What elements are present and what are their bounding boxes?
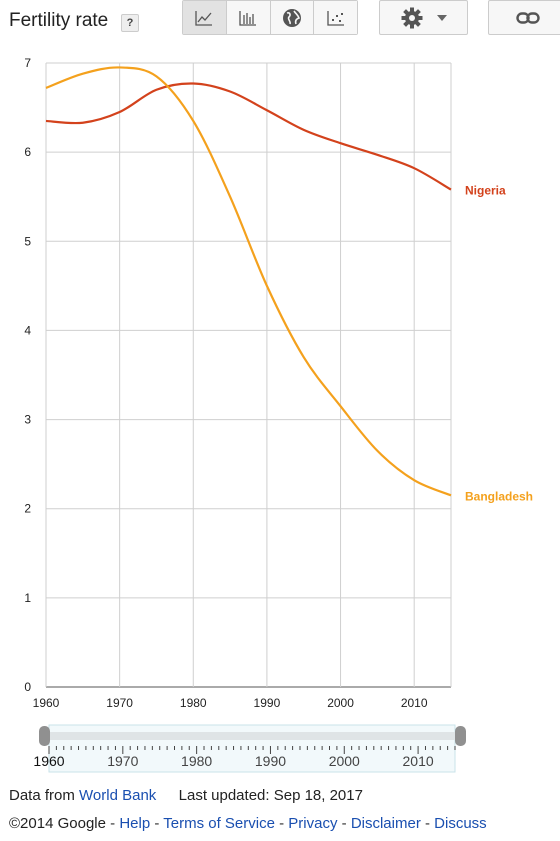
- timeline-label: 2000: [329, 753, 360, 769]
- timeline-labels: 1960 1970 1980 1990 2000 2010: [33, 753, 433, 769]
- copyright: ©2014 Google: [9, 815, 106, 832]
- series-label-bangladesh[interactable]: Bangladesh: [465, 489, 533, 503]
- world-bank-link[interactable]: World Bank: [79, 787, 157, 804]
- x-tick-label: 2010: [401, 696, 428, 710]
- series-label-nigeria[interactable]: Nigeria: [465, 184, 506, 198]
- timeline-label: 2010: [403, 753, 434, 769]
- globe-map-icon: [282, 8, 301, 27]
- x-tick-label: 2000: [327, 696, 354, 710]
- timeline-label: 1990: [255, 753, 286, 769]
- link-icon: [516, 11, 540, 24]
- line-chart-icon: [195, 10, 213, 26]
- timeline-label: 1980: [181, 753, 212, 769]
- y-tick-label: 4: [24, 323, 31, 337]
- y-tick-label: 3: [24, 413, 31, 427]
- chart-axes: 0 1 2 3 4 5 6 7 1960 1970 1980 1990 2000 2010: [24, 56, 428, 710]
- y-tick-label: 0: [24, 680, 31, 694]
- chart-grid: [45, 62, 452, 688]
- chart-series: [45, 66, 452, 497]
- series-line-bangladesh[interactable]: [45, 66, 452, 497]
- map-view-button[interactable]: [269, 1, 314, 34]
- help-button[interactable]: ?: [121, 14, 139, 32]
- share-link-button[interactable]: [488, 0, 560, 35]
- last-updated: Last updated: Sep 18, 2017: [178, 787, 363, 804]
- timeline-label: 1960: [33, 753, 64, 769]
- chart-title: Fertility rate: [9, 10, 109, 31]
- line-chart: 0 1 2 3 4 5 6 7 1960 1970 1980 1990 2000 2010 Nigeria…: [24, 56, 533, 710]
- timeline-ticks: [48, 746, 456, 754]
- privacy-link[interactable]: Privacy: [288, 815, 338, 832]
- timeline-label: 1970: [107, 753, 138, 769]
- timeline-range-bar[interactable]: [49, 732, 455, 740]
- x-tick-label: 1970: [106, 696, 133, 710]
- y-tick-label: 2: [24, 502, 31, 516]
- disclaimer-link[interactable]: Disclaimer: [350, 815, 421, 832]
- series-labels: Nigeria Bangladesh: [465, 184, 533, 504]
- line-chart-view-button[interactable]: [183, 1, 226, 34]
- gear-icon: [401, 7, 422, 28]
- view-toggle: [182, 0, 358, 35]
- x-tick-label: 1990: [254, 696, 281, 710]
- y-tick-label: 1: [24, 591, 31, 605]
- scatter-view-button[interactable]: [313, 1, 357, 34]
- y-tick-label: 5: [24, 234, 31, 248]
- timeline-slider[interactable]: 1960 1970 1980 1990 2000 2010: [0, 710, 560, 778]
- source-prefix: Data from: [9, 787, 75, 804]
- y-tick-label: 7: [24, 56, 31, 70]
- bar-chart-icon: [239, 10, 257, 26]
- series-line-nigeria[interactable]: [45, 82, 452, 191]
- timeline-end-handle[interactable]: [455, 726, 466, 746]
- footer-legal: ©2014 Google - Help - Terms of Service -…: [9, 815, 487, 832]
- x-tick-label: 1960: [33, 696, 60, 710]
- y-tick-label: 6: [24, 145, 31, 159]
- bar-chart-view-button[interactable]: [225, 1, 270, 34]
- caret-down-icon: [436, 14, 447, 21]
- settings-button[interactable]: [379, 0, 468, 35]
- scatter-chart-icon: [326, 10, 344, 26]
- terms-link[interactable]: Terms of Service: [163, 815, 275, 832]
- timeline-start-handle[interactable]: [39, 726, 50, 746]
- help-link[interactable]: Help: [119, 815, 151, 832]
- discuss-link[interactable]: Discuss: [434, 815, 487, 832]
- x-tick-label: 1980: [180, 696, 207, 710]
- data-source: Data from World Bank Last updated: Sep 1…: [9, 787, 363, 804]
